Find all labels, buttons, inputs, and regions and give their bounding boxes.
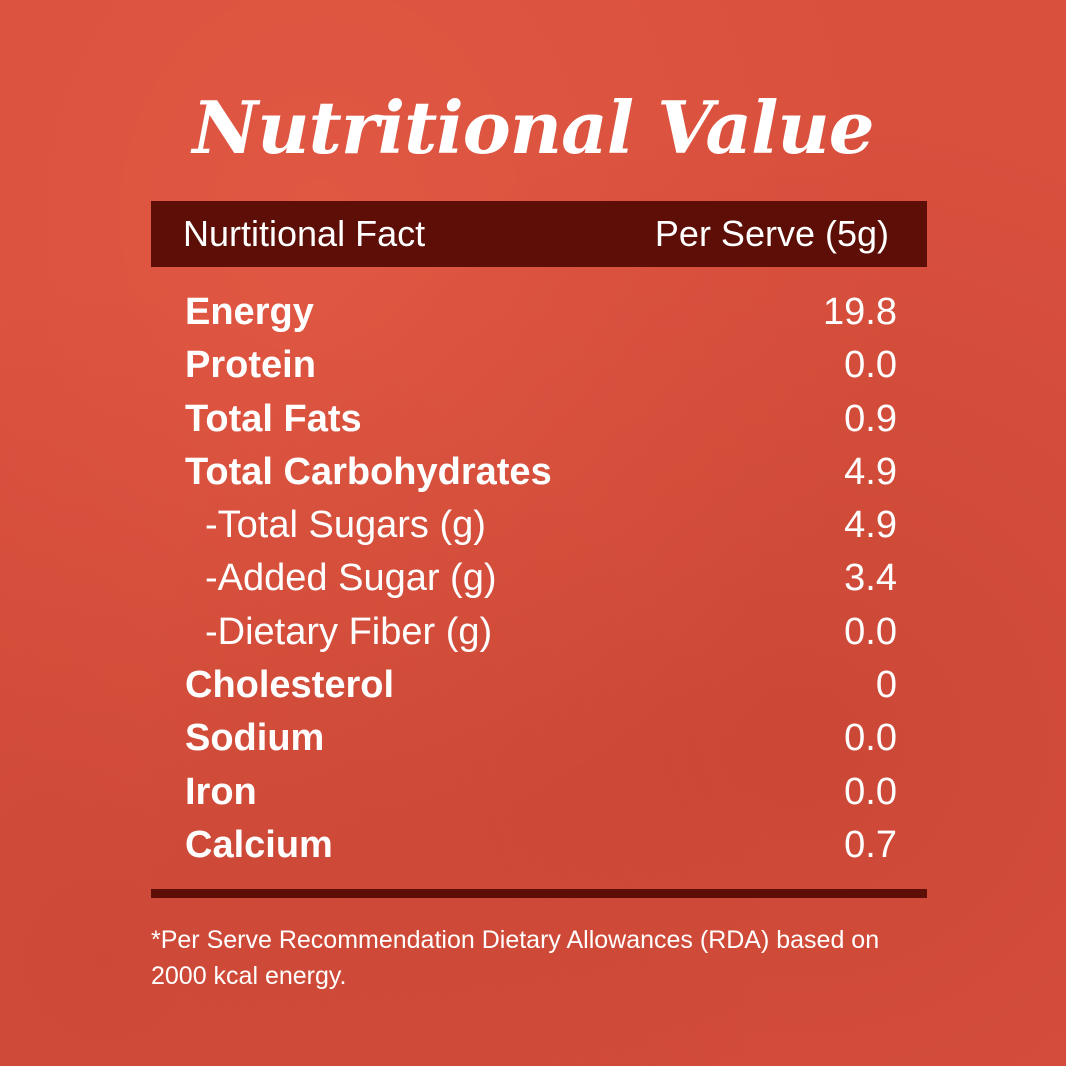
table-row: Sodium 0.0 xyxy=(185,712,897,765)
table-row: Calcium 0.7 xyxy=(185,819,897,872)
row-label: Sodium xyxy=(185,717,325,760)
rda-footnote: *Per Serve Recommendation Dietary Allowa… xyxy=(151,926,880,990)
row-value: 4.9 xyxy=(844,450,897,493)
table-row: -Added Sugar (g) 3.4 xyxy=(185,552,897,605)
row-value: 0.0 xyxy=(844,770,897,813)
row-label: Total Carbohydrates xyxy=(185,450,552,493)
table-row: -Dietary Fiber (g) 0.0 xyxy=(185,606,897,659)
row-value: 19.8 xyxy=(823,291,897,333)
nutrition-table: Energy 19.8 Protein 0.0 Total Fats 0.9 T… xyxy=(185,286,897,872)
table-row: Cholesterol 0 xyxy=(185,659,897,712)
row-label: Energy xyxy=(185,291,314,333)
row-value: 3.4 xyxy=(844,557,897,600)
row-label: -Total Sugars (g) xyxy=(205,504,486,547)
row-value: 0.7 xyxy=(844,823,897,866)
row-label: -Added Sugar (g) xyxy=(205,557,497,600)
row-value: 0.0 xyxy=(844,610,897,653)
header-per-serve: Per Serve (5g) xyxy=(654,213,889,254)
row-label: Calcium xyxy=(185,823,333,866)
header-nutritional-fact: Nurtitional Fact xyxy=(183,213,426,254)
table-row: Total Carbohydrates 4.9 xyxy=(185,446,897,499)
row-label: -Dietary Fiber (g) xyxy=(205,610,493,653)
row-label: Protein xyxy=(185,344,316,387)
table-row: Protein 0.0 xyxy=(185,339,897,392)
table-header: Nurtitional Fact Per Serve (5g) xyxy=(151,201,927,267)
row-value: 0 xyxy=(875,664,897,707)
row-value: 0.0 xyxy=(844,717,897,760)
page-title: Nutritional Value xyxy=(192,85,874,170)
table-row: Total Fats 0.9 xyxy=(185,393,897,446)
row-label: Cholesterol xyxy=(185,664,395,707)
table-bottom-divider xyxy=(151,889,927,898)
row-label: Iron xyxy=(185,770,257,813)
table-row: Energy 19.8 xyxy=(185,286,897,339)
row-value: 4.9 xyxy=(844,504,897,547)
row-label: Total Fats xyxy=(185,397,362,440)
row-value: 0.9 xyxy=(844,397,897,440)
table-row: -Total Sugars (g) 4.9 xyxy=(185,499,897,552)
row-value: 0.0 xyxy=(844,344,897,387)
table-row: Iron 0.0 xyxy=(185,766,897,819)
